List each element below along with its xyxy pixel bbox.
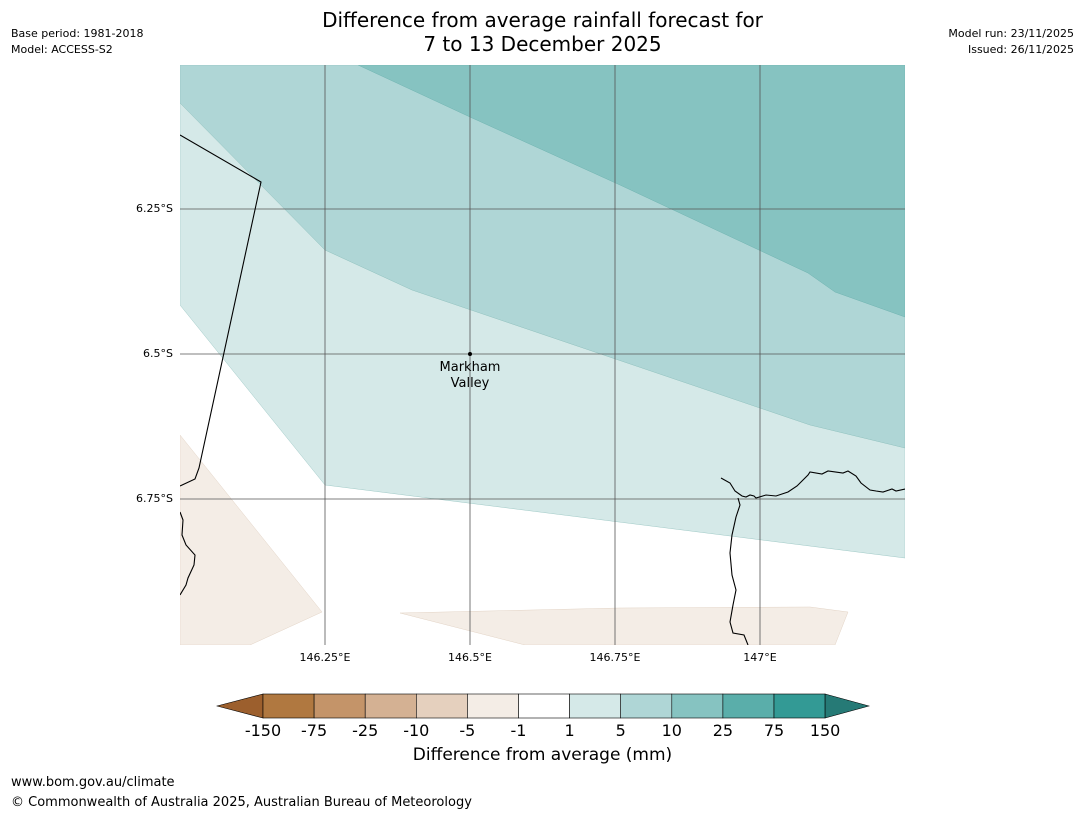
colorbar-segment bbox=[773, 693, 826, 719]
lon-label-146-75e: 146.75°E bbox=[589, 651, 641, 664]
colorbar-tick-label: -5 bbox=[459, 721, 476, 740]
colorbar-segment bbox=[569, 693, 622, 719]
band-neg-1-5mm-west bbox=[180, 434, 323, 645]
map-canvas bbox=[180, 65, 905, 645]
lon-label-146-5e: 146.5°E bbox=[448, 651, 492, 664]
colorbar-segment bbox=[364, 693, 417, 719]
colorbar-tick-label: -10 bbox=[403, 721, 430, 740]
colorbar-tick-label: 150 bbox=[809, 721, 841, 740]
lat-label-6-75s: 6.75°S bbox=[136, 492, 173, 505]
footer-copyright: © Commonwealth of Australia 2025, Austra… bbox=[11, 795, 472, 810]
colorbar-tick-label: 5 bbox=[615, 721, 626, 740]
colorbar-extend-low bbox=[215, 693, 264, 719]
colorbar-segment bbox=[416, 693, 468, 719]
place-label-markham-valley: Markham Valley bbox=[410, 360, 530, 392]
model-text: Model: ACCESS-S2 bbox=[11, 43, 113, 56]
place-name-line-2: Valley bbox=[450, 376, 490, 391]
colorbar-segment bbox=[620, 693, 673, 719]
map-title: Difference from average rainfall forecas… bbox=[180, 8, 905, 56]
colorbar-tick-label: -1 bbox=[510, 721, 527, 740]
title-line-1: Difference from average rainfall forecas… bbox=[322, 8, 763, 32]
coastlines bbox=[180, 134, 905, 645]
colorbar-tick-label: 10 bbox=[661, 721, 682, 740]
lat-label-6-25s: 6.25°S bbox=[136, 202, 173, 215]
band-10-25mm bbox=[357, 65, 905, 318]
place-name-line-1: Markham bbox=[439, 360, 501, 375]
model-run-text: Model run: 23/11/2025 bbox=[948, 27, 1074, 40]
title-line-2: 7 to 13 December 2025 bbox=[423, 32, 662, 56]
colorbar-tick-label: 25 bbox=[712, 721, 734, 740]
base-period-text: Base period: 1981-2018 bbox=[11, 27, 144, 40]
colorbar-svg bbox=[215, 693, 871, 719]
colorbar-tick-label: -150 bbox=[244, 721, 282, 740]
colorbar-segment bbox=[722, 693, 775, 719]
issued-text: Issued: 26/11/2025 bbox=[967, 43, 1074, 56]
legend-title: Difference from average (mm) bbox=[412, 745, 673, 765]
colorbar-tick-label: 1 bbox=[564, 721, 575, 740]
lon-label-147e: 147°E bbox=[743, 651, 777, 664]
lon-label-146-25e: 146.25°E bbox=[299, 651, 351, 664]
colorbar-segment bbox=[671, 693, 724, 719]
lat-label-6-5s: 6.5°S bbox=[143, 347, 173, 360]
legend-colorbar bbox=[215, 692, 871, 720]
colorbar-tick-label: 75 bbox=[763, 721, 785, 740]
footer-url[interactable]: www.bom.gov.au/climate bbox=[11, 775, 175, 790]
colorbar-extend-high bbox=[824, 693, 871, 719]
colorbar-segment bbox=[518, 693, 570, 719]
colorbar-tick-label: -75 bbox=[301, 721, 328, 740]
forecast-map bbox=[180, 65, 905, 645]
run-info: Model run: 23/11/2025 Issued: 26/11/2025 bbox=[948, 26, 1074, 58]
colorbar-tick-label: -25 bbox=[352, 721, 379, 740]
markham-valley-marker bbox=[468, 352, 472, 356]
colorbar-segment bbox=[313, 693, 366, 719]
colorbar-segment bbox=[467, 693, 519, 719]
base-info: Base period: 1981-2018 Model: ACCESS-S2 bbox=[11, 26, 143, 58]
band-neg-1-5mm-south bbox=[399, 606, 849, 645]
colorbar-segment bbox=[262, 693, 315, 719]
